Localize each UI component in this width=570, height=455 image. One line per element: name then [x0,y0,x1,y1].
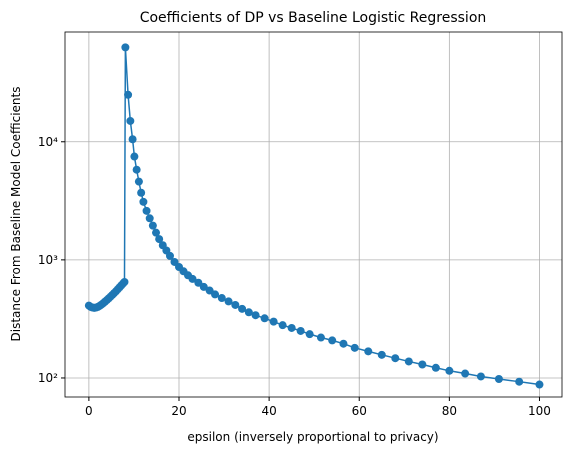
data-point [305,330,314,339]
data-point [316,333,325,342]
data-point [260,314,269,323]
data-point [217,294,226,303]
data-point [251,311,260,320]
data-point [137,188,146,197]
data-point [350,343,359,352]
x-tick-label: 0 [85,404,93,418]
data-point [418,360,427,369]
data-point [155,235,164,244]
data-point [278,321,287,330]
y-tick-label: 10³ [38,253,58,267]
data-point [126,116,135,125]
data-point [120,277,129,286]
data-point [130,152,139,161]
x-tick-label: 60 [352,404,367,418]
x-tick-label: 20 [171,404,186,418]
x-axis-label: epsilon (inversely proportional to priva… [187,430,438,444]
data-point [145,214,154,223]
data-point [287,323,296,332]
data-point [494,375,503,384]
data-point [124,90,133,99]
data-point [211,290,220,299]
data-point [404,357,413,366]
data-point [199,282,208,291]
plot-frame [64,31,563,398]
data-point [377,350,386,359]
data-point [445,366,454,375]
data-point [139,197,148,206]
chart-title: Coefficients of DP vs Baseline Logistic … [140,10,487,26]
series-line [88,47,540,386]
data-point [165,251,174,260]
data-point [339,339,348,348]
x-tick-label: 100 [528,404,551,418]
data-point [515,377,524,386]
data-point [535,380,544,389]
data-point [128,135,137,144]
data-point [121,43,130,52]
data-point [269,317,278,326]
data-point [134,177,143,186]
data-point [224,297,233,306]
data-point [296,326,305,335]
data-point [391,354,400,363]
data-point [476,372,485,381]
y-tick-label: 10² [38,371,58,385]
data-point [431,363,440,372]
data-point [238,304,247,313]
data-point [231,300,240,309]
data-point [328,336,337,345]
data-point [461,369,470,378]
data-point [244,308,253,317]
y-tick-label: 10⁴ [38,135,58,149]
x-tick-label: 80 [442,404,457,418]
data-point [148,221,157,230]
x-tick-label: 40 [261,404,276,418]
data-point [188,274,197,283]
data-point [194,278,203,287]
data-point [132,165,141,174]
data-point [152,228,161,237]
data-point [142,206,151,215]
y-axis-label: Distance From Baseline Model Coefficient… [9,87,23,342]
data-point [364,347,373,356]
